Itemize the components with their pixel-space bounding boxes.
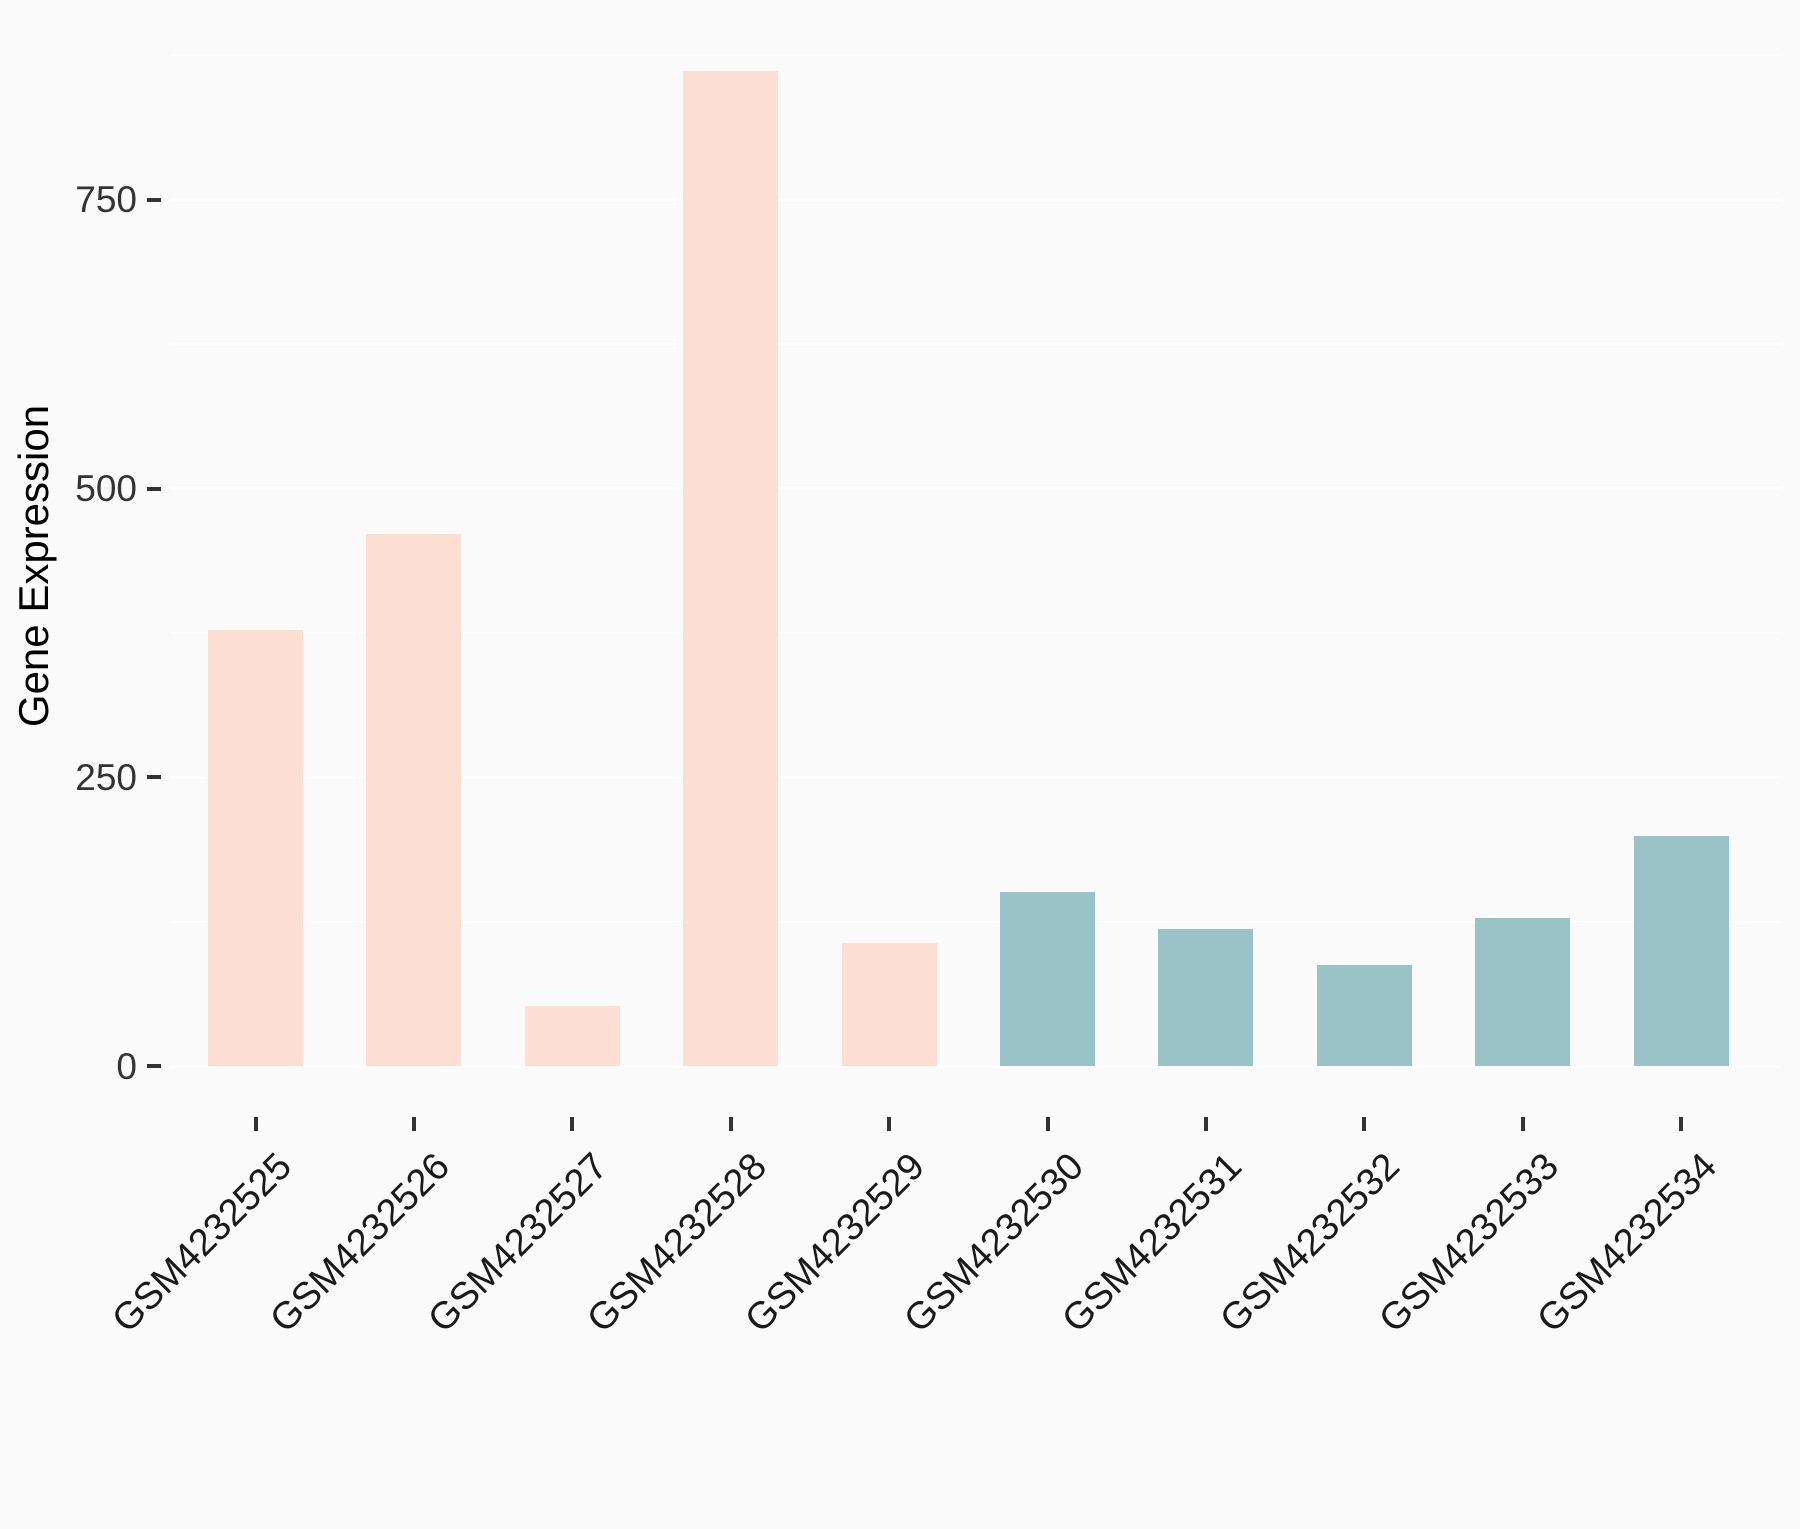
bar-GSM4232532	[1316, 964, 1412, 1067]
gridline-minor	[170, 632, 1780, 635]
y-tick-label: 0	[116, 1045, 137, 1087]
gridline-major	[170, 198, 1780, 202]
bar-GSM4232533	[1475, 918, 1571, 1067]
gridline-major	[170, 775, 1780, 779]
y-axis-title: Gene Expression	[10, 404, 57, 728]
bar-GSM4232526	[366, 533, 462, 1067]
x-tick-mark	[253, 1117, 258, 1131]
y-tick-mark	[147, 197, 161, 202]
bar-GSM4232525	[208, 629, 303, 1067]
y-tick-mark	[147, 1064, 161, 1069]
gene-expression-bar-chart: Gene Expression 0 250 500 750 GSM4232525 GSM4…	[10, 54, 1780, 1341]
x-tick-mark	[570, 1117, 575, 1131]
bar-GSM4232528	[683, 70, 779, 1067]
gridline-minor	[170, 54, 1780, 57]
x-tick-mark	[1520, 1117, 1525, 1131]
y-tick-mark	[147, 775, 161, 780]
x-tick-mark	[728, 1117, 733, 1131]
bar-GSM4232531	[1158, 928, 1254, 1067]
gridline-minor	[170, 343, 1780, 346]
x-tick-mark	[1362, 1117, 1367, 1131]
x-tick-mark	[1203, 1117, 1208, 1131]
x-tick-mark	[1045, 1117, 1050, 1131]
x-tick-mark	[411, 1117, 416, 1131]
y-tick-mark	[147, 486, 161, 491]
x-tick-mark	[887, 1117, 892, 1131]
y-tick-label: 250	[75, 756, 137, 798]
bar-GSM4232527	[524, 1006, 620, 1067]
gridline-minor	[170, 920, 1780, 923]
y-tick-label: 750	[75, 179, 137, 221]
y-tick-label: 500	[75, 468, 137, 510]
x-tick-mark	[1679, 1117, 1684, 1131]
bar-GSM4232534	[1633, 836, 1729, 1067]
gridline-major	[170, 1064, 1780, 1068]
bar-GSM4232529	[841, 942, 937, 1067]
gridline-major	[170, 487, 1780, 491]
bar-GSM4232530	[1000, 891, 1095, 1067]
